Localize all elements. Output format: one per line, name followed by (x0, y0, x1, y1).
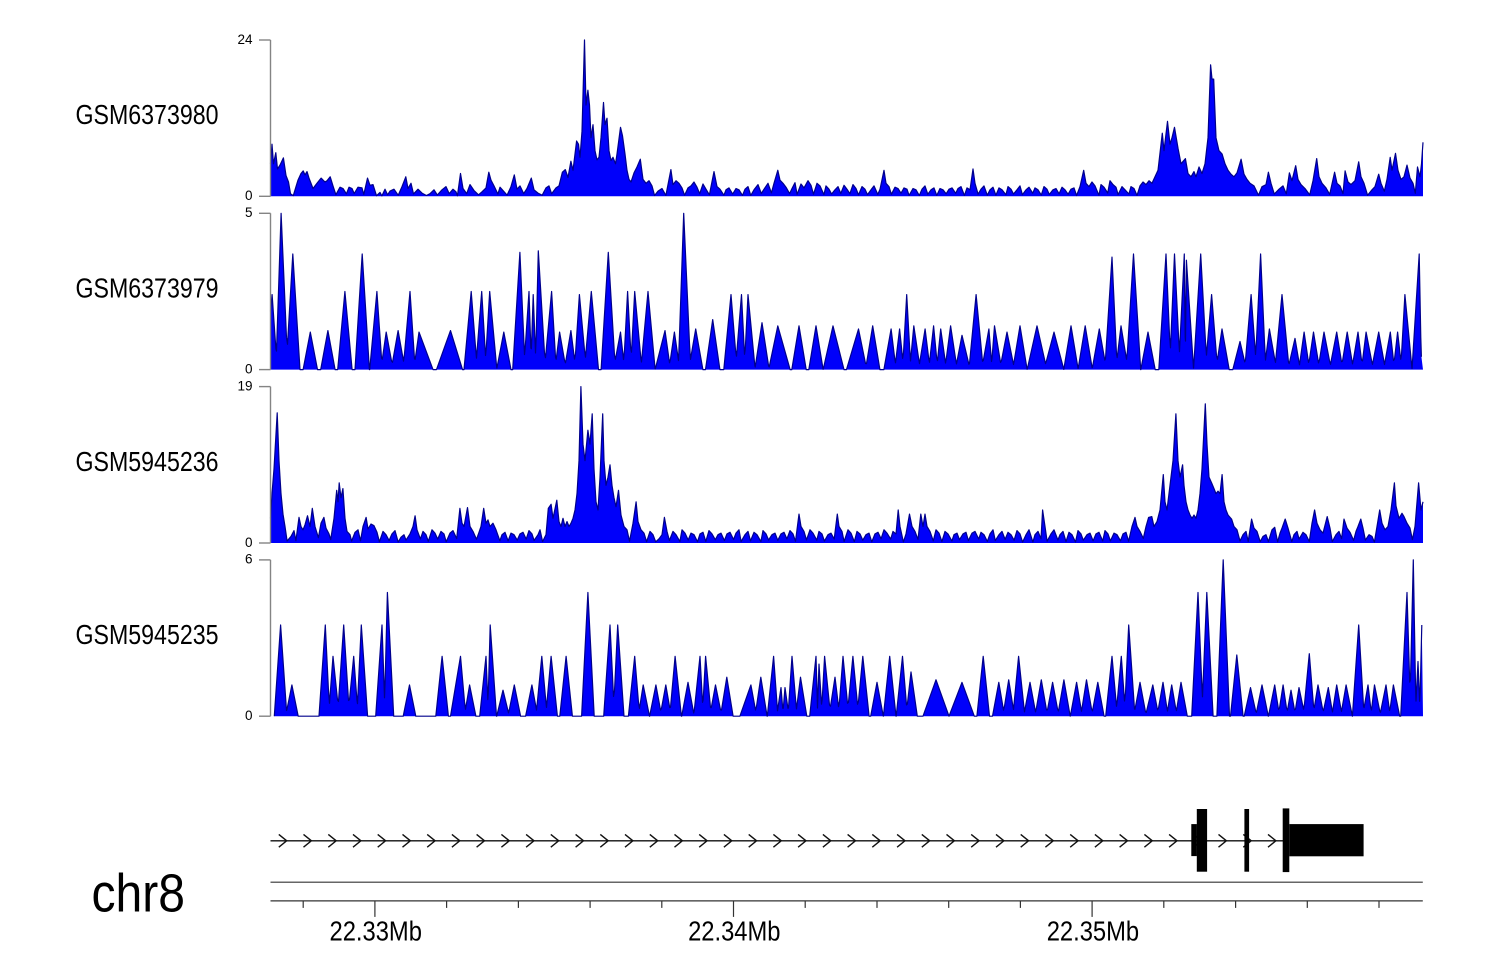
svg-text:GSM5945236: GSM5945236 (76, 446, 219, 477)
svg-text:GSM5945235: GSM5945235 (76, 619, 219, 650)
svg-text:0: 0 (245, 188, 253, 203)
svg-text:5: 5 (245, 205, 253, 220)
svg-text:0: 0 (245, 535, 253, 550)
svg-text:6: 6 (245, 552, 253, 567)
svg-text:chr8: chr8 (92, 864, 186, 924)
svg-text:19: 19 (237, 378, 252, 393)
svg-text:22.33Mb: 22.33Mb (330, 915, 422, 946)
svg-text:GSM6373980: GSM6373980 (76, 99, 219, 130)
svg-text:0: 0 (245, 708, 253, 723)
svg-text:22.34Mb: 22.34Mb (688, 915, 780, 946)
svg-text:GSM6373979: GSM6373979 (76, 273, 219, 304)
svg-text:24: 24 (237, 32, 253, 47)
svg-text:0: 0 (245, 361, 253, 376)
svg-text:22.35Mb: 22.35Mb (1047, 915, 1139, 946)
